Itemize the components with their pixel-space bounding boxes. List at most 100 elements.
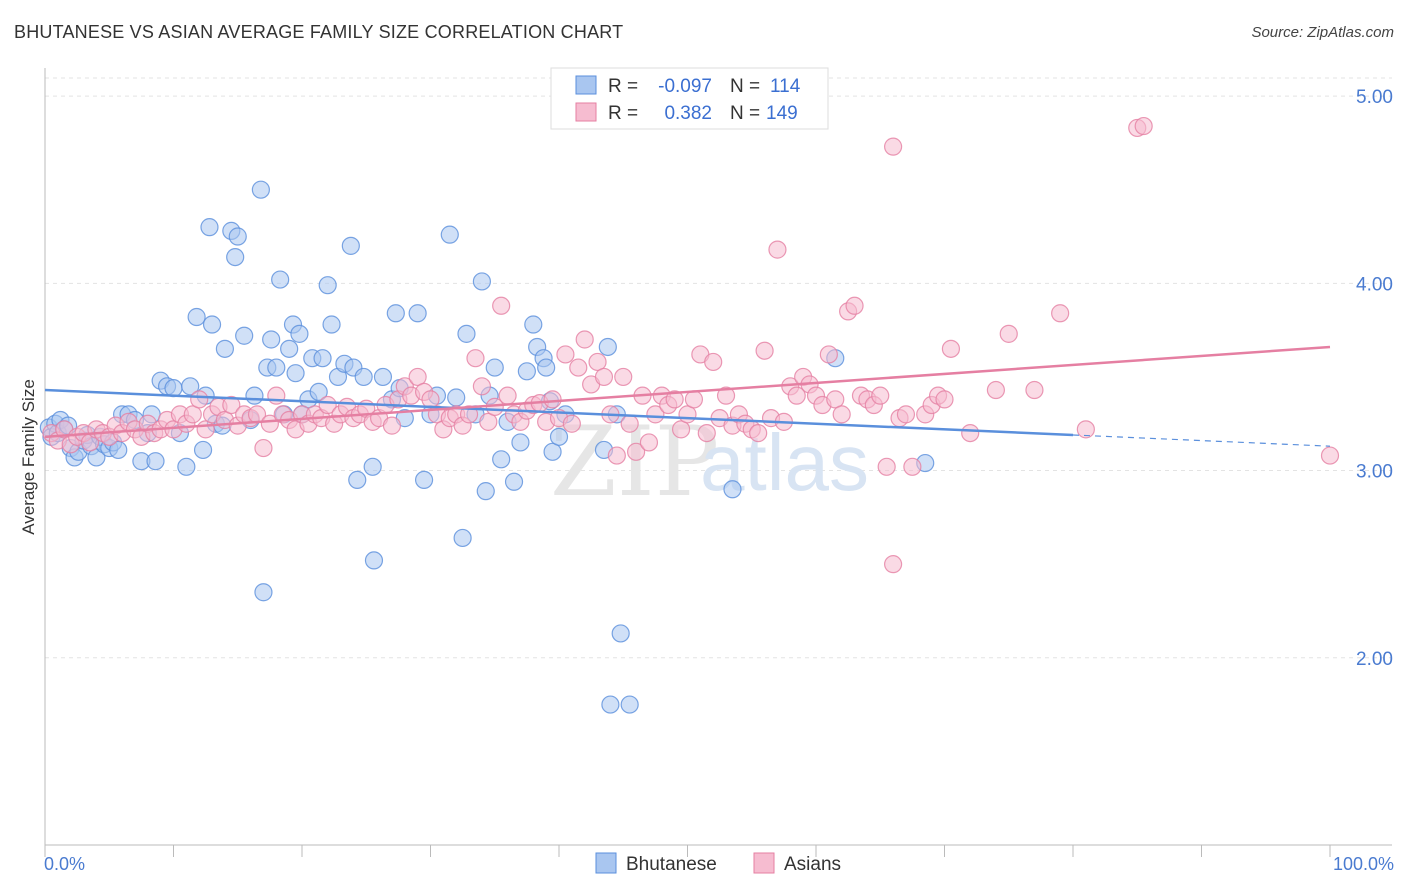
data-point — [537, 358, 556, 377]
data-point — [408, 304, 427, 323]
y-tick-label: 5.00 — [1356, 87, 1393, 108]
y-tick-label: 3.00 — [1356, 462, 1393, 483]
chart-title: BHUTANESE VS ASIAN AVERAGE FAMILY SIZE C… — [14, 22, 624, 42]
tick-labels: 2.00 3.00 4.00 5.00 0.0% 100.0% — [44, 87, 1394, 874]
data-point — [226, 248, 245, 267]
data-point — [646, 405, 665, 424]
bottom-legend-swatch-bhutanese — [595, 852, 617, 874]
axes — [44, 68, 1392, 857]
data-point — [318, 276, 337, 295]
data-point — [569, 358, 588, 377]
data-point — [190, 390, 209, 409]
legend-n-value-1: 114 — [770, 76, 801, 97]
data-point — [459, 405, 479, 424]
data-point — [598, 337, 617, 357]
data-point — [941, 339, 961, 358]
data-point — [768, 240, 787, 259]
data-point — [549, 427, 569, 446]
data-point — [472, 272, 491, 291]
data-point — [620, 695, 639, 714]
data-point — [386, 304, 405, 323]
data-point — [485, 358, 504, 377]
data-point — [1051, 304, 1070, 323]
data-point — [251, 180, 270, 199]
data-point — [313, 349, 332, 368]
data-point — [986, 380, 1006, 400]
data-point — [665, 390, 684, 409]
data-point — [363, 457, 382, 476]
data-point — [193, 440, 213, 460]
data-point — [215, 339, 234, 358]
data-point — [562, 414, 581, 433]
data-point — [222, 395, 241, 415]
data-point — [466, 349, 485, 368]
data-point — [1025, 380, 1044, 400]
data-point — [341, 236, 360, 255]
data-point — [254, 583, 273, 602]
data-point — [235, 326, 254, 345]
data-point — [245, 386, 264, 405]
data-point — [164, 379, 183, 398]
data-point — [254, 438, 273, 458]
data-point — [575, 330, 594, 349]
data-point — [440, 225, 459, 244]
legend-r-value-2: 0.382 — [664, 103, 712, 124]
data-point — [961, 423, 980, 443]
data-point — [271, 270, 290, 289]
data-point — [498, 386, 517, 405]
x-tick-label: 0.0% — [44, 854, 85, 874]
data-point — [453, 528, 472, 548]
data-point — [935, 390, 954, 409]
bottom-legend-label-asians: Asians — [784, 854, 841, 875]
data-point — [476, 482, 495, 501]
trend-line — [44, 345, 1331, 439]
data-point — [348, 470, 367, 490]
data-point — [556, 345, 575, 364]
data-point — [511, 433, 530, 452]
chart-source: Source: ZipAtlas.com — [1251, 24, 1394, 41]
legend-n-value-2: 149 — [766, 103, 798, 124]
data-point — [290, 324, 309, 343]
data-point — [146, 452, 165, 471]
data-point — [896, 405, 916, 424]
legend-n-label-1: N = — [730, 76, 760, 97]
data-point — [472, 377, 491, 396]
data-point — [639, 433, 659, 452]
data-point — [202, 315, 222, 334]
y-tick-label: 2.00 — [1356, 649, 1393, 670]
data-point — [524, 315, 543, 334]
legend-r-label-1: R = — [608, 76, 638, 97]
data-point — [447, 388, 466, 407]
legend: R = -0.097 N = 114 R = 0.382 N = 149 — [550, 67, 829, 130]
data-point — [594, 367, 614, 387]
data-point — [684, 390, 704, 409]
data-point — [286, 364, 305, 383]
data-point — [877, 457, 896, 476]
legend-r-value-1: -0.097 — [658, 76, 712, 97]
bottom-legend-label-bhutanese: Bhutanese — [626, 854, 717, 875]
data-point — [704, 352, 723, 372]
trend-lines — [44, 345, 1331, 447]
data-point — [755, 341, 774, 360]
data-point — [626, 442, 646, 461]
legend-r-label-2: R = — [608, 103, 638, 124]
data-point — [479, 412, 498, 431]
legend-swatch-bhutanese — [575, 75, 597, 95]
data-point — [671, 420, 691, 439]
data-point — [819, 345, 838, 364]
data-point — [408, 367, 427, 387]
data-point — [832, 405, 851, 424]
bottom-legend-swatch-asians — [753, 852, 775, 874]
data-point — [504, 472, 524, 491]
data-point — [322, 315, 341, 334]
data-point — [826, 390, 845, 409]
data-point — [845, 296, 864, 315]
data-point — [723, 480, 742, 499]
data-point — [697, 423, 716, 443]
data-point — [588, 352, 607, 372]
data-point — [871, 386, 890, 405]
data-point — [318, 395, 337, 415]
data-point — [382, 416, 402, 435]
data-point — [492, 296, 511, 315]
data-point — [883, 555, 903, 574]
